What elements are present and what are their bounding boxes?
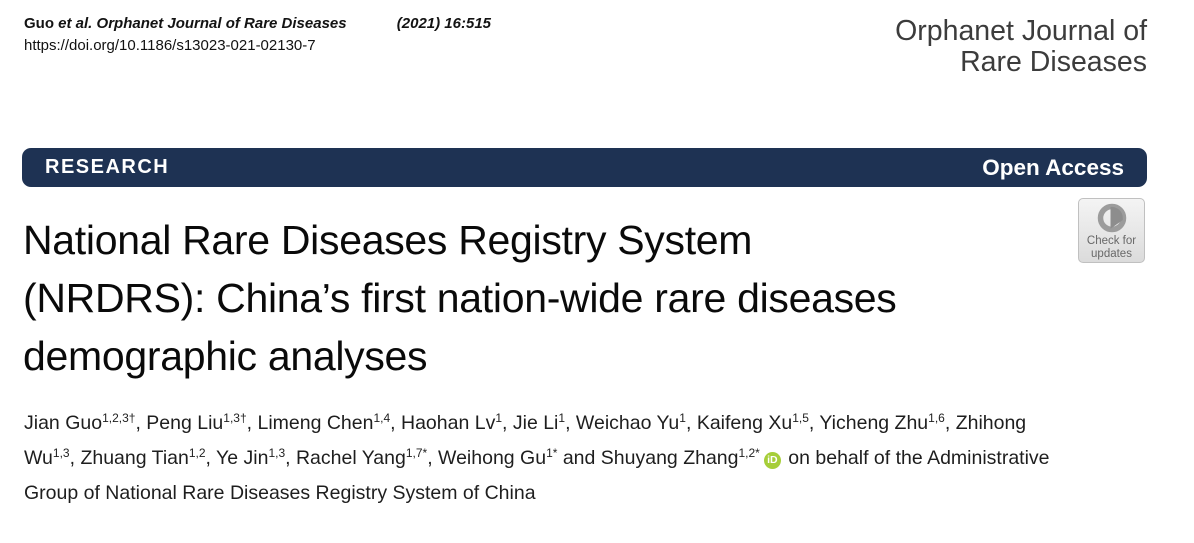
section-banner: RESEARCH Open Access	[22, 148, 1147, 187]
authors-tail: on behalf of the Administrative Group of…	[24, 447, 1050, 504]
open-access-label: Open Access	[982, 154, 1124, 180]
author-name: Zhuang Tian	[80, 447, 189, 469]
author-name: Haohan Lv	[401, 412, 496, 434]
article-title-line: National Rare Diseases Registry System	[23, 217, 753, 263]
author-name: Ye Jin	[216, 447, 269, 469]
article-title-line: (NRDRS): China’s first nation-wide rare …	[23, 275, 897, 321]
author-name: Shuyang Zhang	[600, 447, 739, 469]
author-name: Rachel Yang	[295, 447, 406, 469]
author-name: Yicheng Zhu	[819, 412, 929, 434]
author-name: Jian Guo	[24, 412, 103, 434]
author-name: Weichao Yu	[575, 412, 680, 434]
author-name: Weihong Gu	[438, 447, 547, 469]
author-name: Zhihong Wu	[24, 412, 1027, 469]
doi-link[interactable]: https://doi.org/10.1186/s13023-021-02130…	[24, 37, 316, 54]
citation-volume: (2021) 16:515	[396, 15, 492, 32]
author-affiliation-sup: 1,2,3†	[102, 411, 136, 425]
citation-journal: et al. Orphanet Journal of Rare Diseases	[58, 15, 347, 32]
author-affiliation-sup: 1,3†	[223, 411, 247, 425]
author-affiliation-sup: 1,3	[52, 446, 70, 460]
author-affiliation-sup: 1*	[546, 446, 558, 460]
author-list: Jian Guo1,2,3†, Peng Liu1,3†, Limeng Che…	[24, 411, 1050, 504]
author-name: Peng Liu	[146, 412, 224, 434]
author-affiliation-sup: 1	[495, 411, 503, 425]
check-for-updates-line2: updates	[1091, 248, 1132, 260]
citation-author: Guo	[24, 15, 54, 32]
author-name: Kaifeng Xu	[696, 412, 793, 434]
check-for-updates-button[interactable]: Check for updates	[1078, 198, 1145, 263]
article-title: National Rare Diseases Registry System (N…	[23, 211, 897, 385]
check-for-updates-label: Check for updates	[1087, 235, 1136, 261]
journal-name-line2: Rare Diseases	[960, 46, 1147, 78]
journal-name: Orphanet Journal of Rare Diseases	[895, 16, 1147, 78]
author-affiliation-sup: 1,2	[188, 446, 206, 460]
author-affiliation-sup: 1	[558, 411, 566, 425]
orcid-icon[interactable]: iD	[763, 452, 781, 469]
journal-name-line1: Orphanet Journal of	[895, 15, 1147, 47]
author-affiliation-sup: 1,3	[268, 446, 286, 460]
author-name: Jie Li	[512, 412, 559, 434]
running-head: Guo et al. Orphanet Journal of Rare Dise…	[24, 13, 491, 57]
check-for-updates-line1: Check for	[1086, 235, 1137, 247]
author-affiliation-sup: 1,7*	[405, 446, 428, 460]
author-affiliation-sup: 1,4	[373, 411, 391, 425]
crossmark-icon	[1097, 203, 1126, 233]
section-label: RESEARCH	[45, 156, 170, 178]
author-affiliation-sup: 1	[679, 411, 686, 425]
author-affiliation-sup: 1,5	[792, 411, 809, 425]
citation-line: Guo et al. Orphanet Journal of Rare Dise…	[24, 13, 491, 35]
author-name: Limeng Chen	[257, 412, 374, 434]
article-title-line: demographic analyses	[23, 333, 428, 379]
author-affiliation-sup: 1,2*	[738, 446, 760, 460]
author-affiliation-sup: 1,6	[928, 411, 945, 425]
